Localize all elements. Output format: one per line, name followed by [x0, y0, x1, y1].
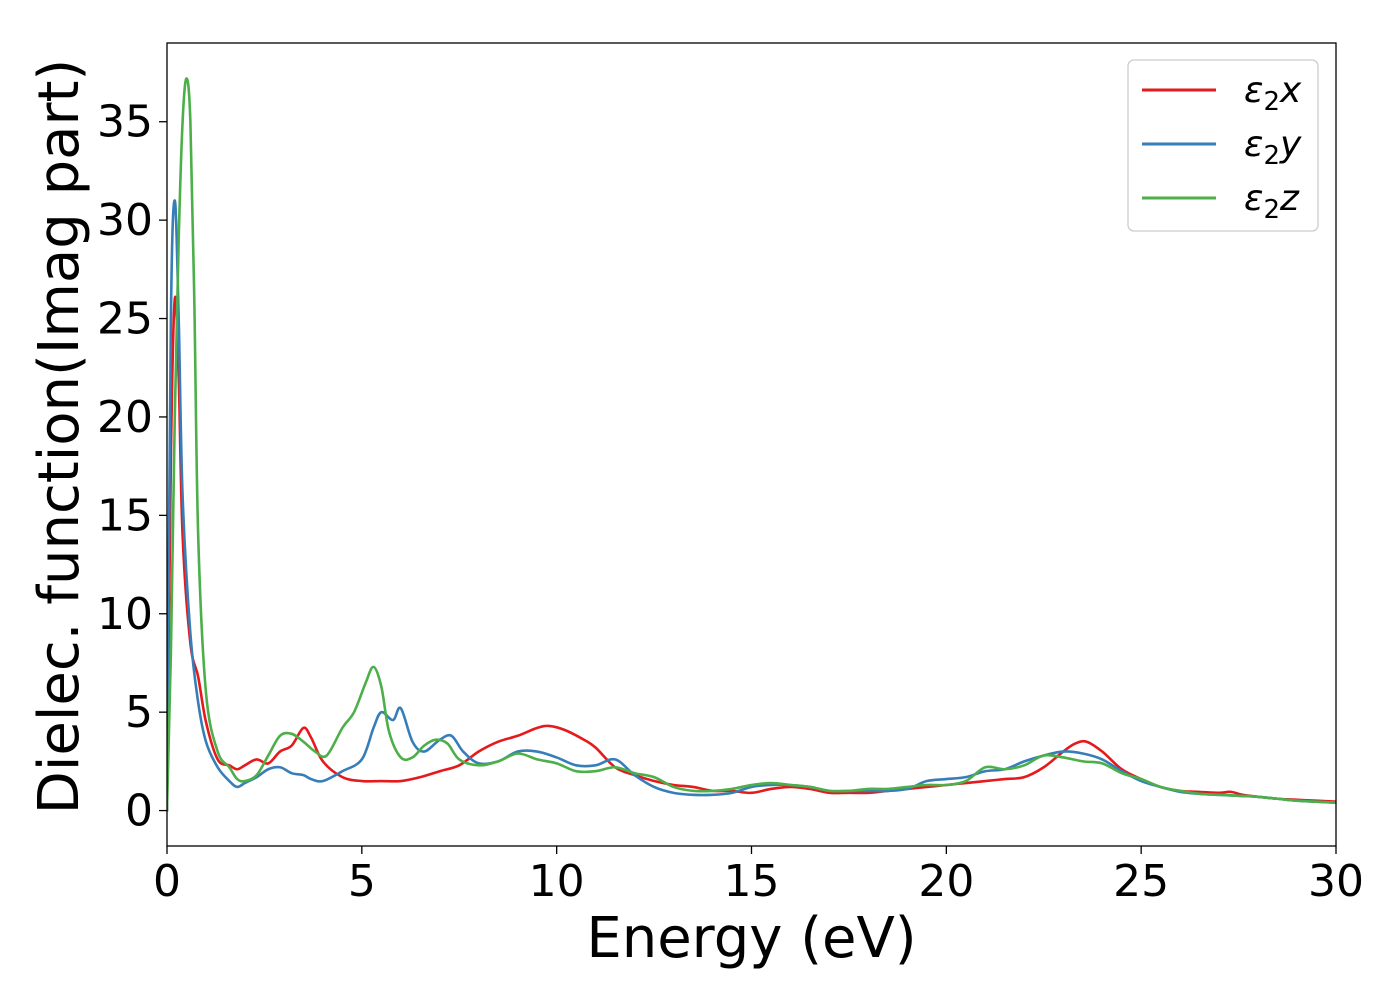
- y-tick-label: 10: [97, 589, 153, 640]
- legend-label-0: ε2x: [1244, 70, 1302, 117]
- y-axis-title: Dielec. function(Imag part): [27, 59, 92, 815]
- series-line-2: [167, 77, 1336, 812]
- x-tick-label: 20: [918, 856, 974, 907]
- y-tick-label: 0: [125, 786, 153, 837]
- x-tick-label: 25: [1113, 856, 1169, 907]
- y-tick-label: 15: [97, 490, 153, 541]
- x-tick-label: 10: [529, 856, 585, 907]
- y-tick-label: 30: [97, 195, 153, 246]
- series-line-0: [167, 295, 1336, 812]
- x-axis-title: Energy (eV): [586, 906, 916, 971]
- x-tick-label: 30: [1308, 856, 1364, 907]
- legend-label-1: ε2y: [1244, 124, 1302, 171]
- series-lines: [167, 77, 1336, 812]
- legend-box: [1127, 59, 1319, 232]
- y-tick-label: 25: [97, 294, 153, 345]
- x-tick-label: 5: [348, 856, 376, 907]
- legend-label-2: ε2z: [1244, 178, 1300, 225]
- y-tick-label: 35: [97, 97, 153, 148]
- y-tick-label: 20: [97, 392, 153, 443]
- axes: 0 5 10 15 20 25 30 0 5 10 15 20 25 30 35: [97, 42, 1364, 907]
- x-tick-label: 15: [724, 856, 780, 907]
- series-line-1: [167, 199, 1336, 812]
- x-tick-label: 0: [153, 856, 181, 907]
- plot-area: [167, 77, 1336, 812]
- y-tick-label: 5: [125, 687, 153, 738]
- legend: ε2x ε2y ε2z: [1127, 59, 1319, 232]
